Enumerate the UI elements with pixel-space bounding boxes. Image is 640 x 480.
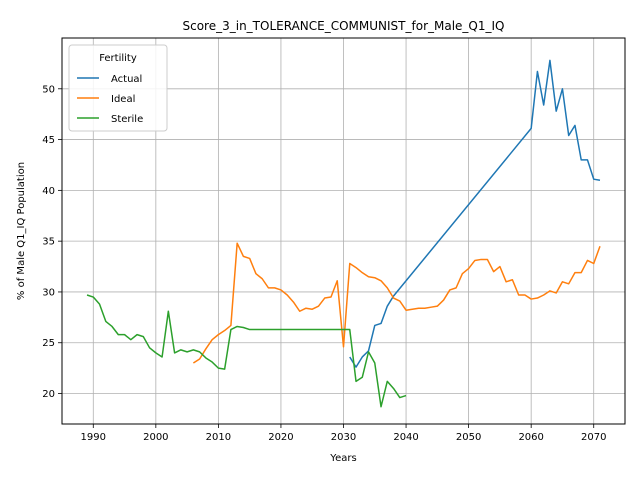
- x-tick-label: 2010: [206, 432, 231, 443]
- series-line-actual: [349, 59, 601, 368]
- x-tick-label: 2070: [581, 432, 606, 443]
- y-axis-label: % of Male Q1_IQ Population: [16, 162, 27, 300]
- legend-label-sterile: Sterile: [111, 114, 143, 125]
- y-tick-label: 50: [42, 84, 55, 95]
- legend-title: Fertility: [99, 53, 137, 64]
- x-tick-label: 2060: [518, 432, 543, 443]
- x-tick-label: 2030: [331, 432, 356, 443]
- y-tick-label: 25: [42, 338, 55, 349]
- legend-label-actual: Actual: [111, 74, 142, 85]
- legend-label-ideal: Ideal: [111, 94, 135, 105]
- y-tick-label: 20: [42, 389, 55, 400]
- x-tick-label: 2040: [393, 432, 418, 443]
- x-tick-label: 2020: [268, 432, 293, 443]
- y-tick-label: 45: [42, 135, 55, 146]
- chart-title: Score_3_in_TOLERANCE_COMMUNIST_for_Male_…: [183, 19, 505, 33]
- series-layer: [86, 59, 601, 408]
- y-tick-label: 40: [42, 186, 55, 197]
- y-tick-label: 35: [42, 237, 55, 248]
- x-axis-label: Years: [329, 453, 356, 464]
- x-tick-label: 1990: [81, 432, 106, 443]
- y-tick-label: 30: [42, 287, 55, 298]
- series-line-ideal: [192, 242, 601, 364]
- x-tick-label: 2000: [143, 432, 168, 443]
- legend: Fertility Actual Ideal Sterile: [68, 44, 168, 132]
- legend-box: [68, 44, 168, 132]
- axis-ticks: 1990 2000 2010 2020 2030 2040 2050 2060 2070 20 25…: [42, 84, 606, 443]
- x-tick-label: 2050: [456, 432, 481, 443]
- series-line-sterile: [86, 294, 407, 408]
